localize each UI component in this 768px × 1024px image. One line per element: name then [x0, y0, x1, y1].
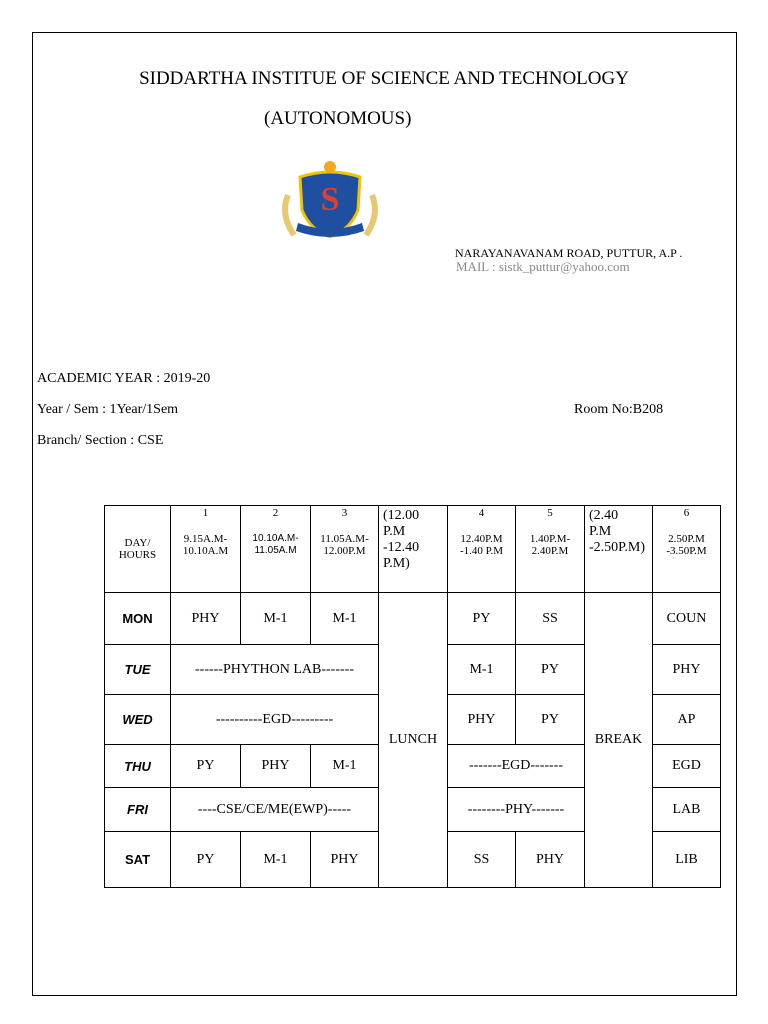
period-header: 1 9.15A.M- 10.10A.M: [170, 505, 241, 593]
page-border: [32, 32, 737, 996]
timetable-cell: PHY: [240, 744, 311, 788]
timetable-cell: M-1: [310, 744, 379, 788]
period-time: 10.10A.M- 11.05A.M: [252, 533, 299, 556]
timetable-cell: SS: [447, 831, 516, 888]
table-row: TUE ------PHYTHON LAB------- M-1 PY PHY: [104, 644, 721, 695]
period-time: 12.40P.M -1.40 P.M: [459, 533, 504, 557]
day-label: MON: [104, 592, 171, 645]
header-row: DAY/HOURS 1 9.15A.M- 10.10A.M 2 10.10A.M- 1…: [104, 505, 721, 593]
period-header: (12.00 P.M -12.40 P.M): [378, 505, 448, 593]
period-header: 6 2.50P.M -3.50P.M: [652, 505, 721, 593]
day-label: TUE: [104, 644, 171, 695]
period-time: 11.05A.M- 12.00P.M: [320, 533, 369, 557]
day-label: WED: [104, 694, 171, 745]
day-hours-header: DAY/HOURS: [104, 505, 171, 593]
timetable-cell: LAB: [652, 787, 721, 832]
svg-text:S: S: [321, 181, 340, 218]
day-label: SAT: [104, 831, 171, 888]
timetable-cell: -------EGD-------: [447, 744, 585, 788]
timetable-cell: PHY: [515, 831, 585, 888]
period-header: 4 12.40P.M -1.40 P.M: [447, 505, 516, 593]
table-row: FRI ----CSE/CE/ME(EWP)----- --------PHY---…: [104, 787, 721, 832]
timetable-cell: PY: [170, 744, 241, 788]
table-row: THU PY PHY M-1 -------EGD------- EGD: [104, 744, 721, 788]
day-label: THU: [104, 744, 171, 788]
timetable-cell: --------PHY-------: [447, 787, 585, 832]
timetable-cell: PHY: [447, 694, 516, 745]
institute-title: SIDDARTHA INSTITUE OF SCIENCE AND TECHNO…: [139, 68, 629, 89]
period-header: 2 10.10A.M- 11.05A.M: [240, 505, 311, 593]
timetable-cell: ------PHYTHON LAB-------: [170, 644, 379, 695]
period-number: 1: [202, 507, 209, 519]
table-row: MON PHY M-1 M-1 LUNCH PY SS BREAK COUN: [104, 592, 721, 888]
branch-section: Branch/ Section : CSE: [37, 433, 164, 448]
timetable-cell: M-1: [310, 592, 379, 645]
period-number: 5: [547, 507, 553, 519]
timetable-cell: PY: [515, 694, 585, 745]
period-time: (2.40 P.M -2.50P.M): [589, 508, 646, 555]
period-header: 5 1.40P.M- 2.40P.M: [515, 505, 585, 593]
year-sem: Year / Sem : 1Year/1Sem: [37, 402, 179, 417]
timetable-cell: PHY: [652, 644, 721, 695]
period-time: 9.15A.M- 10.10A.M: [182, 533, 229, 557]
period-number: 4: [478, 507, 485, 519]
timetable-cell: PHY: [310, 831, 379, 888]
timetable: DAY/HOURS 1 9.15A.M- 10.10A.M 2 10.10A.M- 1…: [104, 505, 721, 888]
timetable-cell: ----CSE/CE/ME(EWP)-----: [170, 787, 379, 832]
period-header: (2.40 P.M -2.50P.M): [584, 505, 653, 593]
break-cell: BREAK: [584, 592, 653, 888]
timetable-cell: EGD: [652, 744, 721, 788]
academic-year: ACADEMIC YEAR : 2019-20: [37, 371, 211, 386]
period-number: 3: [341, 507, 348, 519]
period-header: 3 11.05A.M- 12.00P.M: [310, 505, 379, 593]
table-row: WED ----------EGD--------- PHY PY AP: [104, 694, 721, 745]
period-time: 2.50P.M -3.50P.M: [666, 533, 707, 557]
timetable-cell: PY: [447, 592, 516, 645]
college-logo: S: [282, 161, 378, 239]
room-no: Room No:B208: [574, 402, 664, 417]
timetable-cell: M-1: [240, 592, 311, 645]
period-number: 6: [683, 507, 690, 519]
mail: MAIL : sistk_puttur@yahoo.com: [456, 259, 630, 274]
timetable-cell: ----------EGD---------: [170, 694, 379, 745]
timetable-cell: AP: [652, 694, 721, 745]
day-label: FRI: [104, 787, 171, 832]
table-row: SAT PY M-1 PHY SS PHY LIB: [104, 831, 721, 888]
lunch-cell: LUNCH: [378, 592, 448, 888]
timetable-cell: PY: [170, 831, 241, 888]
timetable-cell: M-1: [240, 831, 311, 888]
timetable-cell: M-1: [447, 644, 516, 695]
address: NARAYANAVANAM ROAD, PUTTUR, A.P .: [455, 246, 683, 260]
period-time: (12.00 P.M -12.40 P.M): [383, 508, 420, 571]
period-number: 2: [272, 507, 279, 519]
period-time: 1.40P.M- 2.40P.M: [529, 533, 571, 557]
autonomous-subtitle: (AUTONOMOUS): [264, 108, 412, 129]
timetable-cell: LIB: [652, 831, 721, 888]
timetable-cell: SS: [515, 592, 585, 645]
timetable-cell: COUN: [652, 592, 721, 645]
timetable-cell: PHY: [170, 592, 241, 645]
timetable-cell: PY: [515, 644, 585, 695]
